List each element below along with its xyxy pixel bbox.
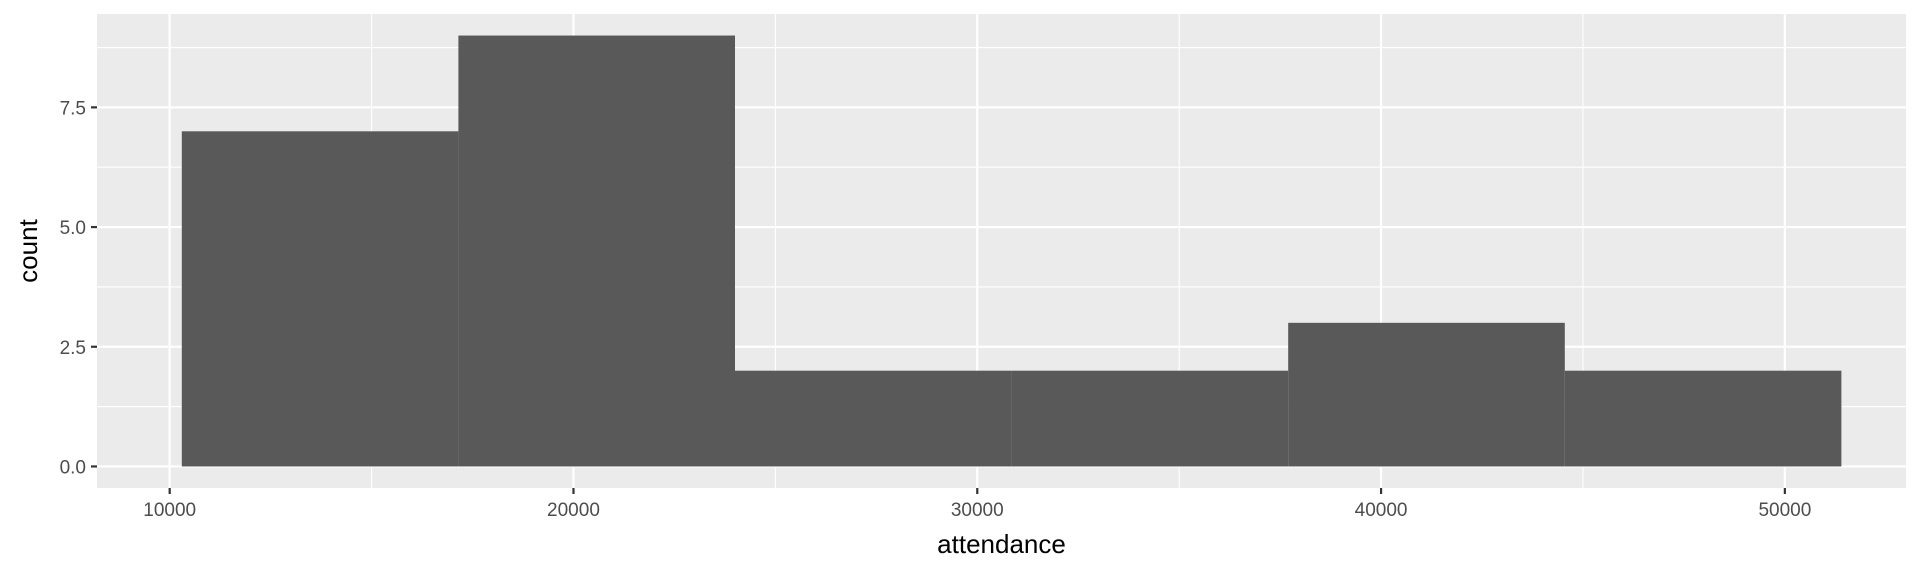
x-tick-label: 10000 [143,500,196,521]
histogram-bar [1011,370,1289,467]
y-tick-label: 2.5 [60,338,86,359]
x-axis-title: attendance [937,529,1066,559]
histogram-bar [1564,370,1842,467]
histogram-bar [458,35,735,467]
y-tick-label: 0.0 [60,457,86,478]
y-axis: 0.0 2.5 5.0 7.5 [60,98,97,478]
y-tick-label: 7.5 [60,98,86,119]
histogram-bar [1288,322,1565,467]
x-tick-label: 20000 [547,500,600,521]
histogram-bar [181,131,459,467]
histogram-bars [181,35,1842,467]
x-tick-label: 40000 [1355,500,1408,521]
x-axis: 10000 20000 30000 40000 50000 [143,488,1811,521]
y-axis-title: count [13,218,43,282]
y-tick-label: 5.0 [60,218,86,239]
x-tick-label: 50000 [1758,500,1811,521]
histogram-bar [734,370,1012,467]
x-tick-label: 30000 [951,500,1004,521]
